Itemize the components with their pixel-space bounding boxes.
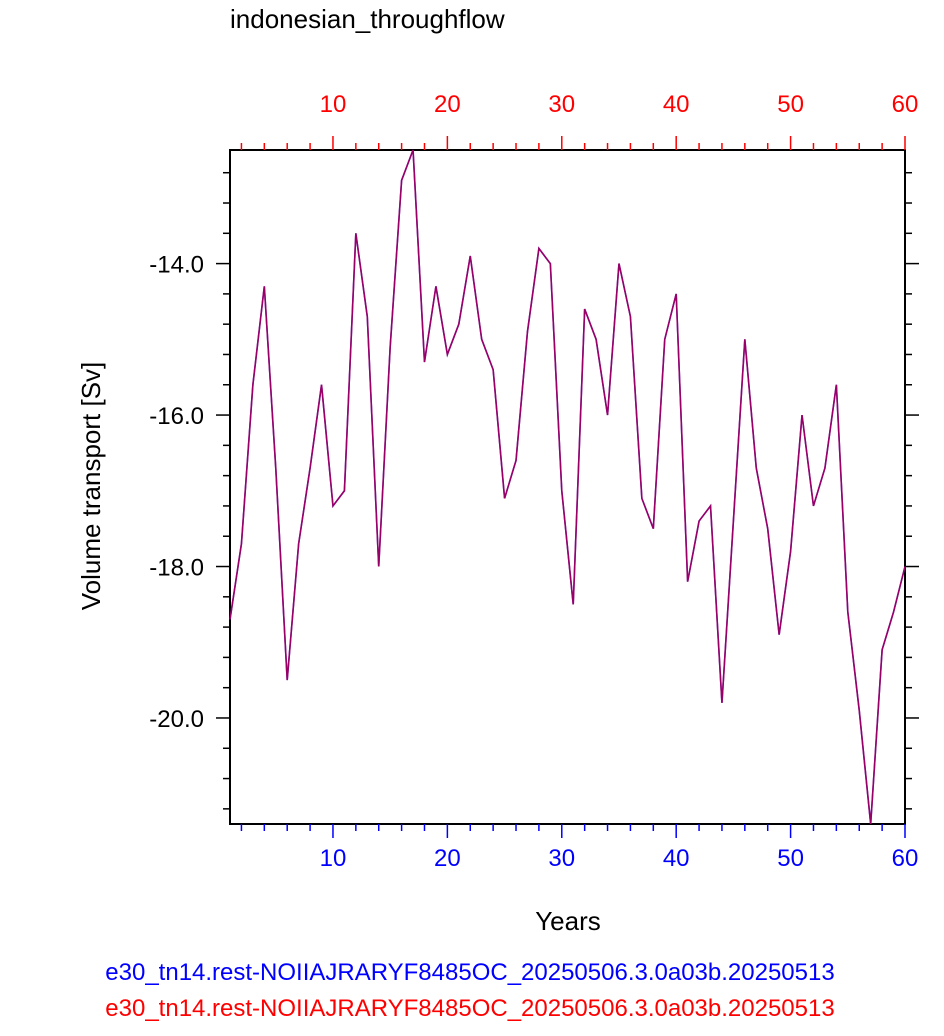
x-tick-label-top: 40 [663,91,690,118]
series-line-2 [229,149,906,825]
x-axis-label: Years [535,906,601,936]
y-tick-label: -20.0 [149,706,204,733]
y-tick-label: -14.0 [149,252,204,279]
x-tick-label-top: 10 [320,91,347,118]
x-tick-label-bottom: 40 [663,845,690,872]
legend-entry-2: e30_tn14.rest-NOIIAJRARYF8485OC_20250506… [105,995,834,1022]
x-tick-label-bottom: 60 [892,845,919,872]
x-tick-label-bottom: 30 [548,845,575,872]
y-tick-label: -18.0 [149,555,204,582]
plot-frame [229,149,906,825]
x-tick-label-bottom: 10 [320,845,347,872]
y-axis-label: Volume transport [Sv] [76,362,106,611]
legend-entry-1: e30_tn14.rest-NOIIAJRARYF8485OC_20250506… [105,959,834,986]
x-tick-label-top: 60 [892,91,919,118]
x-tick-label-bottom: 20 [434,845,461,872]
x-tick-label-top: 50 [777,91,804,118]
x-tick-label-top: 30 [548,91,575,118]
y-tick-label: -16.0 [149,403,204,430]
x-tick-label-top: 20 [434,91,461,118]
x-tick-label-bottom: 50 [777,845,804,872]
chart-title: indonesian_throughflow [230,4,505,34]
